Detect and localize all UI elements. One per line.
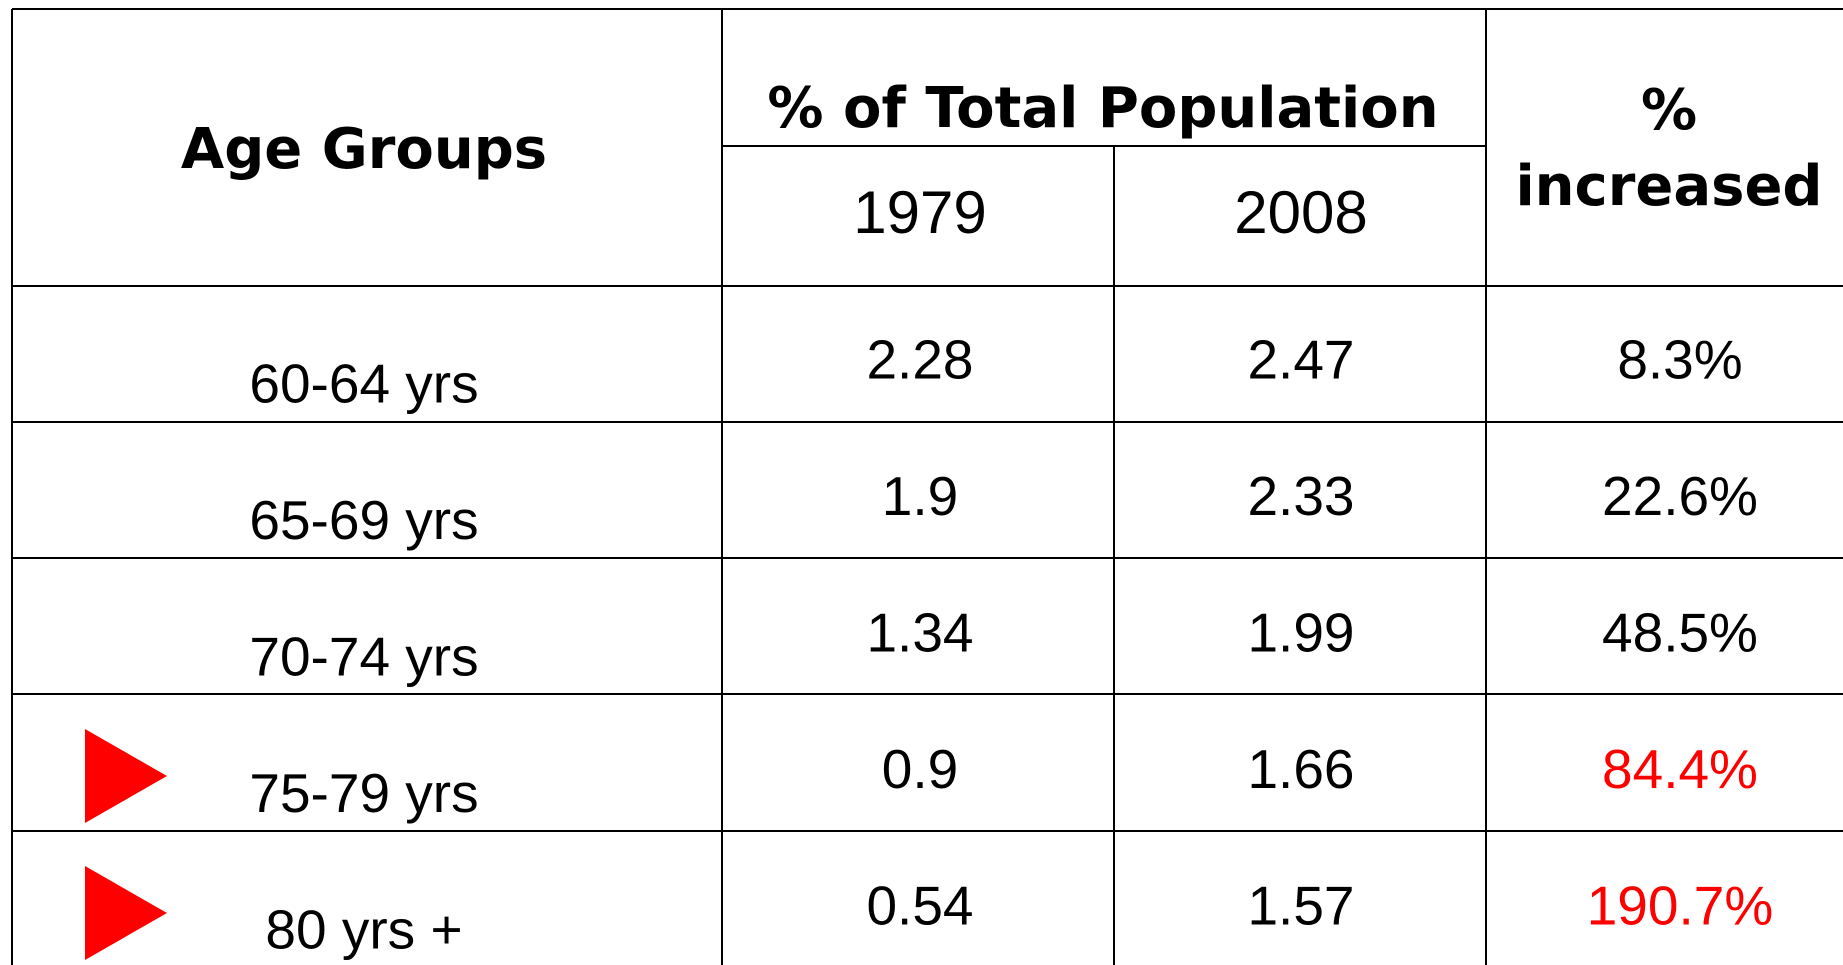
percent-increase: 84.4% (1602, 738, 1758, 800)
value-2008: 2.47 (1247, 329, 1354, 391)
value-1979: 1.9 (882, 465, 958, 527)
age-group: 75-79 yrs (249, 762, 478, 824)
header-increase: increased (1515, 154, 1822, 219)
grid (11, 8, 1843, 965)
percent-increase: 22.6% (1602, 465, 1758, 527)
header-year: 1979 (853, 179, 986, 246)
header-population: % of Total Population (767, 76, 1438, 141)
age-group: 70-74 yrs (249, 626, 478, 688)
age-group: 60-64 yrs (249, 353, 478, 415)
value-1979: 1.34 (866, 602, 973, 664)
value-2008: 1.57 (1247, 875, 1354, 937)
header-increase: % (1641, 78, 1697, 143)
percent-increase: 8.3% (1617, 329, 1742, 391)
header-year: 2008 (1234, 179, 1367, 246)
value-2008: 2.33 (1247, 465, 1354, 527)
value-1979: 0.9 (882, 738, 958, 800)
age-group: 80 yrs + (265, 899, 462, 961)
value-1979: 0.54 (866, 875, 973, 937)
percent-increase: 190.7% (1587, 875, 1774, 937)
percent-increase: 48.5% (1602, 602, 1758, 664)
age-group: 65-69 yrs (249, 489, 478, 551)
value-1979: 2.28 (866, 329, 973, 391)
arrow (85, 866, 167, 960)
header-age: Age Groups (181, 117, 547, 182)
value-2008: 1.66 (1247, 738, 1354, 800)
value-2008: 1.99 (1247, 602, 1354, 664)
arrow (85, 729, 167, 823)
